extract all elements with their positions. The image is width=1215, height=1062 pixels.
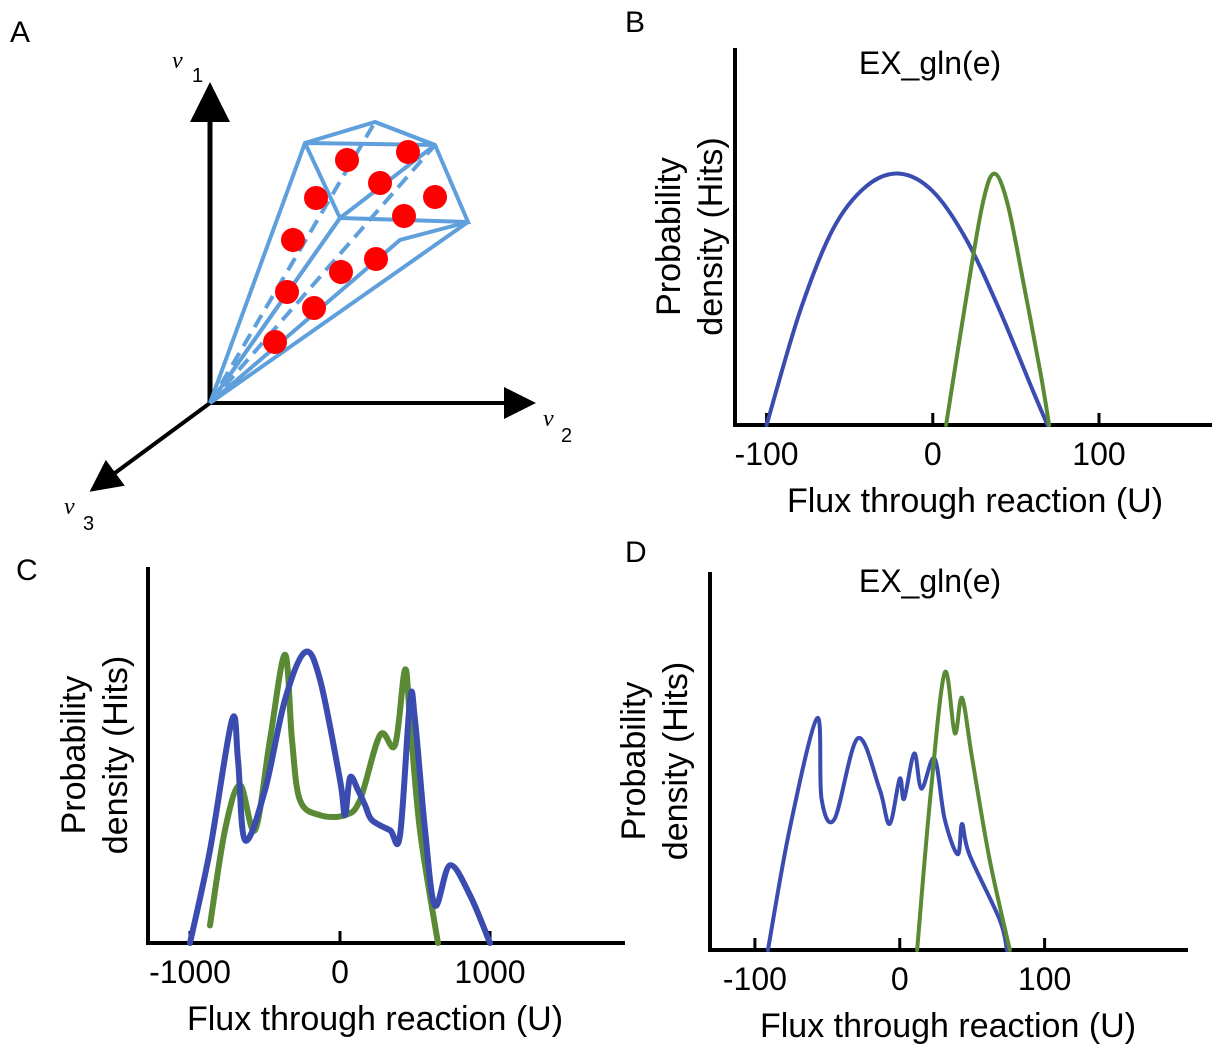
sample-points xyxy=(263,140,447,354)
axis-index: 2 xyxy=(561,425,572,447)
x-tick-label: 0 xyxy=(891,961,909,997)
axis-symbol: v xyxy=(64,494,75,520)
x-axis-label: Flux through reaction (U) xyxy=(787,482,1163,520)
y-axis-label: Probability xyxy=(650,157,688,316)
panel-label: B xyxy=(625,6,645,39)
y-axis-label: Probability xyxy=(55,676,93,835)
axis-index: 3 xyxy=(83,513,94,535)
y-axis-label: density (Hits) xyxy=(97,656,135,854)
x-tick-label: 0 xyxy=(924,436,942,472)
axis-symbol: v xyxy=(172,48,183,74)
panel-label: A xyxy=(10,16,30,49)
panel-label: D xyxy=(625,536,647,569)
density-curve xyxy=(764,171,1050,427)
density-curve xyxy=(187,648,493,946)
y-axis-label: density (Hits) xyxy=(692,137,730,335)
density-curve xyxy=(944,171,1052,427)
y-axis-label: density (Hits) xyxy=(657,662,695,860)
axis-symbol: v xyxy=(543,406,554,432)
chart-title: EX_gln(e) xyxy=(859,563,1001,599)
x-tick-label: 1000 xyxy=(454,954,525,990)
x-tick-label: -100 xyxy=(723,961,787,997)
density-curve xyxy=(765,716,1009,952)
panel-label: C xyxy=(16,554,38,587)
x-tick-label: 0 xyxy=(331,954,349,990)
x-axis-label: Flux through reaction (U) xyxy=(760,1007,1136,1045)
chart-title: EX_gln(e) xyxy=(859,45,1001,81)
axis-index: 1 xyxy=(192,65,203,87)
x-tick-label: 100 xyxy=(1072,436,1125,472)
x-axis-label: Flux through reaction (U) xyxy=(187,1000,563,1038)
diagram: v 1 v 2 v 3 xyxy=(64,48,572,535)
x-tick-label: 100 xyxy=(1018,961,1071,997)
x-tick-label: -100 xyxy=(735,436,799,472)
x-tick-label: -1000 xyxy=(149,954,231,990)
y-axis-label: Probability xyxy=(615,682,653,841)
axis-v3 xyxy=(89,401,212,492)
density-curve xyxy=(915,669,1012,952)
